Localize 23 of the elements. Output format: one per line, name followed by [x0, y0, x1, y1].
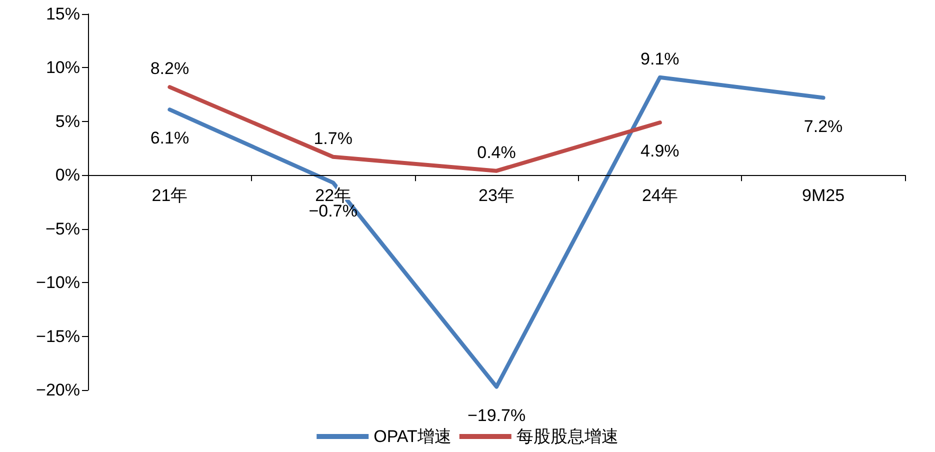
- legend-label: OPAT增速: [374, 427, 452, 446]
- y-tick-label: 5%: [55, 112, 80, 131]
- data-label: −19.7%: [467, 406, 526, 425]
- data-label: 7.2%: [804, 116, 843, 136]
- data-label: 1.7%: [314, 128, 352, 148]
- y-tick-label: 15%: [46, 4, 80, 24]
- x-tick-label: 24年: [642, 186, 678, 206]
- y-tick-label: 0%: [55, 166, 80, 185]
- data-label: 4.9%: [640, 142, 680, 161]
- y-tick-label: −15%: [36, 326, 80, 346]
- x-tick-label: 23年: [478, 186, 514, 206]
- data-label: 0.4%: [477, 142, 516, 162]
- y-tick-label: −5%: [46, 219, 80, 238]
- y-tick-label: −20%: [36, 380, 80, 400]
- data-label: −0.7%: [308, 202, 358, 221]
- data-label: 6.1%: [150, 128, 190, 148]
- y-tick-label: 10%: [46, 58, 80, 78]
- data-label: 9.1%: [640, 49, 680, 68]
- data-label: 8.2%: [150, 59, 190, 78]
- x-tick-label: 21年: [152, 186, 188, 206]
- legend-label: 每股股息增速: [516, 427, 618, 446]
- y-tick-label: −10%: [36, 273, 80, 292]
- x-tick-label: 9M25: [802, 186, 845, 206]
